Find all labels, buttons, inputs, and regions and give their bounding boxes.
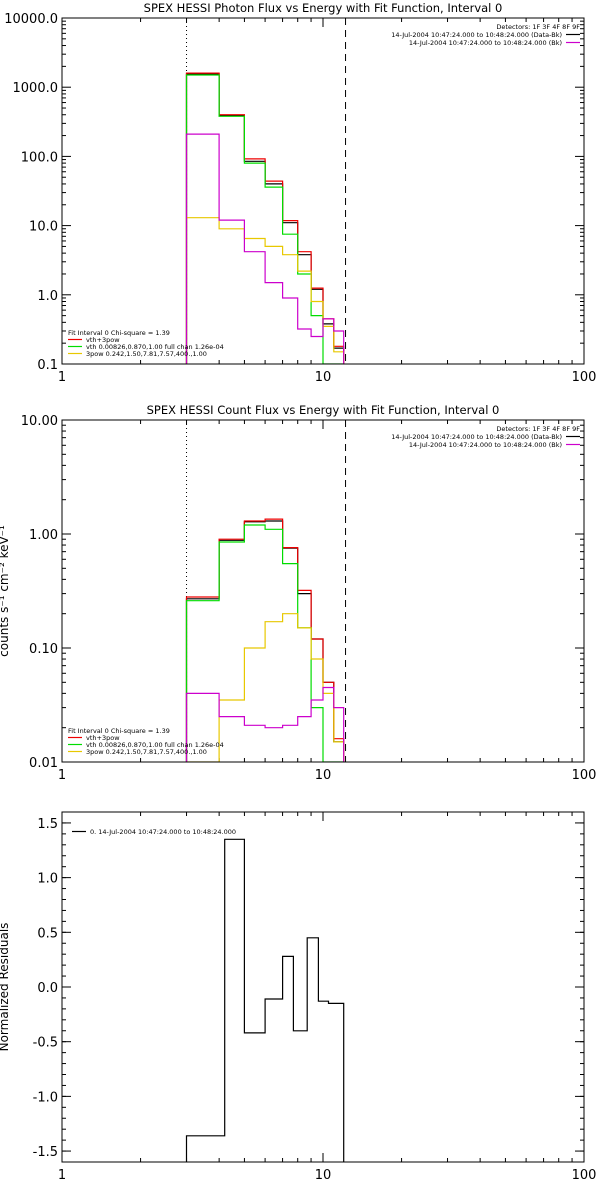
y-tick-label: 0.0 [37,981,58,996]
legend-entry-label: vth+3pow [86,734,120,742]
x-tick-label: 10 [315,768,332,783]
y-tick-label: 1000.0 [13,81,59,96]
legend-label: 0. 14-Jul-2004 10:47:24.000 to 10:48:24.… [90,828,236,836]
y-tick-label: 0.5 [37,926,58,941]
legend-entry-label: 14-Jul-2004 10:47:24.000 to 10:48:24.000… [409,39,562,47]
legend-entry-label: vth 0.00826,0.870,1.00 full chan 1.26e-0… [86,343,224,351]
x-tick-label: 100 [572,768,597,783]
series-line-2 [185,518,345,762]
y-tick-label: 10000.0 [4,12,58,27]
legend-entry-label: vth+3pow [86,336,120,344]
y-tick-label: 0.10 [29,642,58,657]
x-tick-label: 1 [58,768,66,783]
legend-entry-label: 3pow 0.242,1.50,7.81,7.57,400.,1.00 [86,748,207,756]
series-group [185,72,345,364]
legend-fit-header: Fit Interval 0 Chi-square = 1.39 [68,727,170,735]
y-tick-label: 1.00 [29,528,58,543]
legend-detectors: Detectors: 1F 3F 4F 8F 9F [496,23,580,31]
legend-entry-label: 14-Jul-2004 10:47:24.000 to 10:48:24.000… [391,433,562,441]
series-line-3 [185,524,344,762]
y-tick-label: 10.00 [21,414,58,429]
legend-fit-header: Fit Interval 0 Chi-square = 1.39 [68,329,170,337]
y-axis-label: Normalized Residuals [0,923,11,1052]
plot-frame [61,17,585,365]
y-tick-label: 100.0 [21,150,58,165]
series-group [185,838,345,1162]
series-line-1 [185,73,345,364]
y-tick-label: -1.0 [33,1090,58,1105]
chart-panel-2: SPEX HESSI Count Flux vs Energy with Fit… [0,403,596,783]
y-tick-label: 10.0 [29,220,58,235]
plot-frame [61,811,585,1163]
y-tick-label: 1.5 [37,817,58,832]
series-line-4 [186,613,345,762]
series-line-5 [185,686,345,762]
y-tick-label: -1.5 [33,1145,58,1160]
y-tick-label: 1.0 [37,872,58,887]
y-axis-label: counts s⁻¹ cm⁻² keV⁻¹ [0,525,11,657]
y-tick-label: 0.01 [29,756,58,771]
legend-entry-label: 14-Jul-2004 10:47:24.000 to 10:48:24.000… [409,441,562,449]
legend-detectors: Detectors: 1F 3F 4F 8F 9F [496,425,580,433]
x-tick-label: 10 [315,370,332,385]
x-tick-label: 100 [572,1168,597,1183]
series-line-2 [185,72,345,364]
x-tick-label: 10 [315,1168,332,1183]
x-tick-label: 1 [58,370,66,385]
y-tick-label: 0.1 [37,358,58,373]
series-line-1 [185,838,345,1162]
series-line-3 [185,74,344,364]
chart-title: SPEX HESSI Photon Flux vs Energy with Fi… [144,1,503,15]
y-tick-label: -0.5 [33,1036,58,1051]
chart-title: SPEX HESSI Count Flux vs Energy with Fit… [147,403,500,417]
x-tick-label: 1 [58,1168,66,1183]
series-line-5 [185,133,345,364]
chart-panel-1: SPEX HESSI Photon Flux vs Energy with Fi… [4,1,596,385]
x-tick-label: 100 [572,370,597,385]
legend-entry-label: vth 0.00826,0.870,1.00 full chan 1.26e-0… [86,741,224,749]
series-group [185,518,345,762]
y-tick-label: 1.0 [37,289,58,304]
chart-panel-3: Normalized Residuals 1 10 100 -1.5 -1.0 -0.5 0.… [0,811,597,1183]
series-line-4 [185,217,345,364]
legend-entry-label: 3pow 0.242,1.50,7.81,7.57,400.,1.00 [86,350,207,358]
plot-frame [61,419,585,763]
legend-entry-label: 14-Jul-2004 10:47:24.000 to 10:48:24.000… [391,31,562,39]
